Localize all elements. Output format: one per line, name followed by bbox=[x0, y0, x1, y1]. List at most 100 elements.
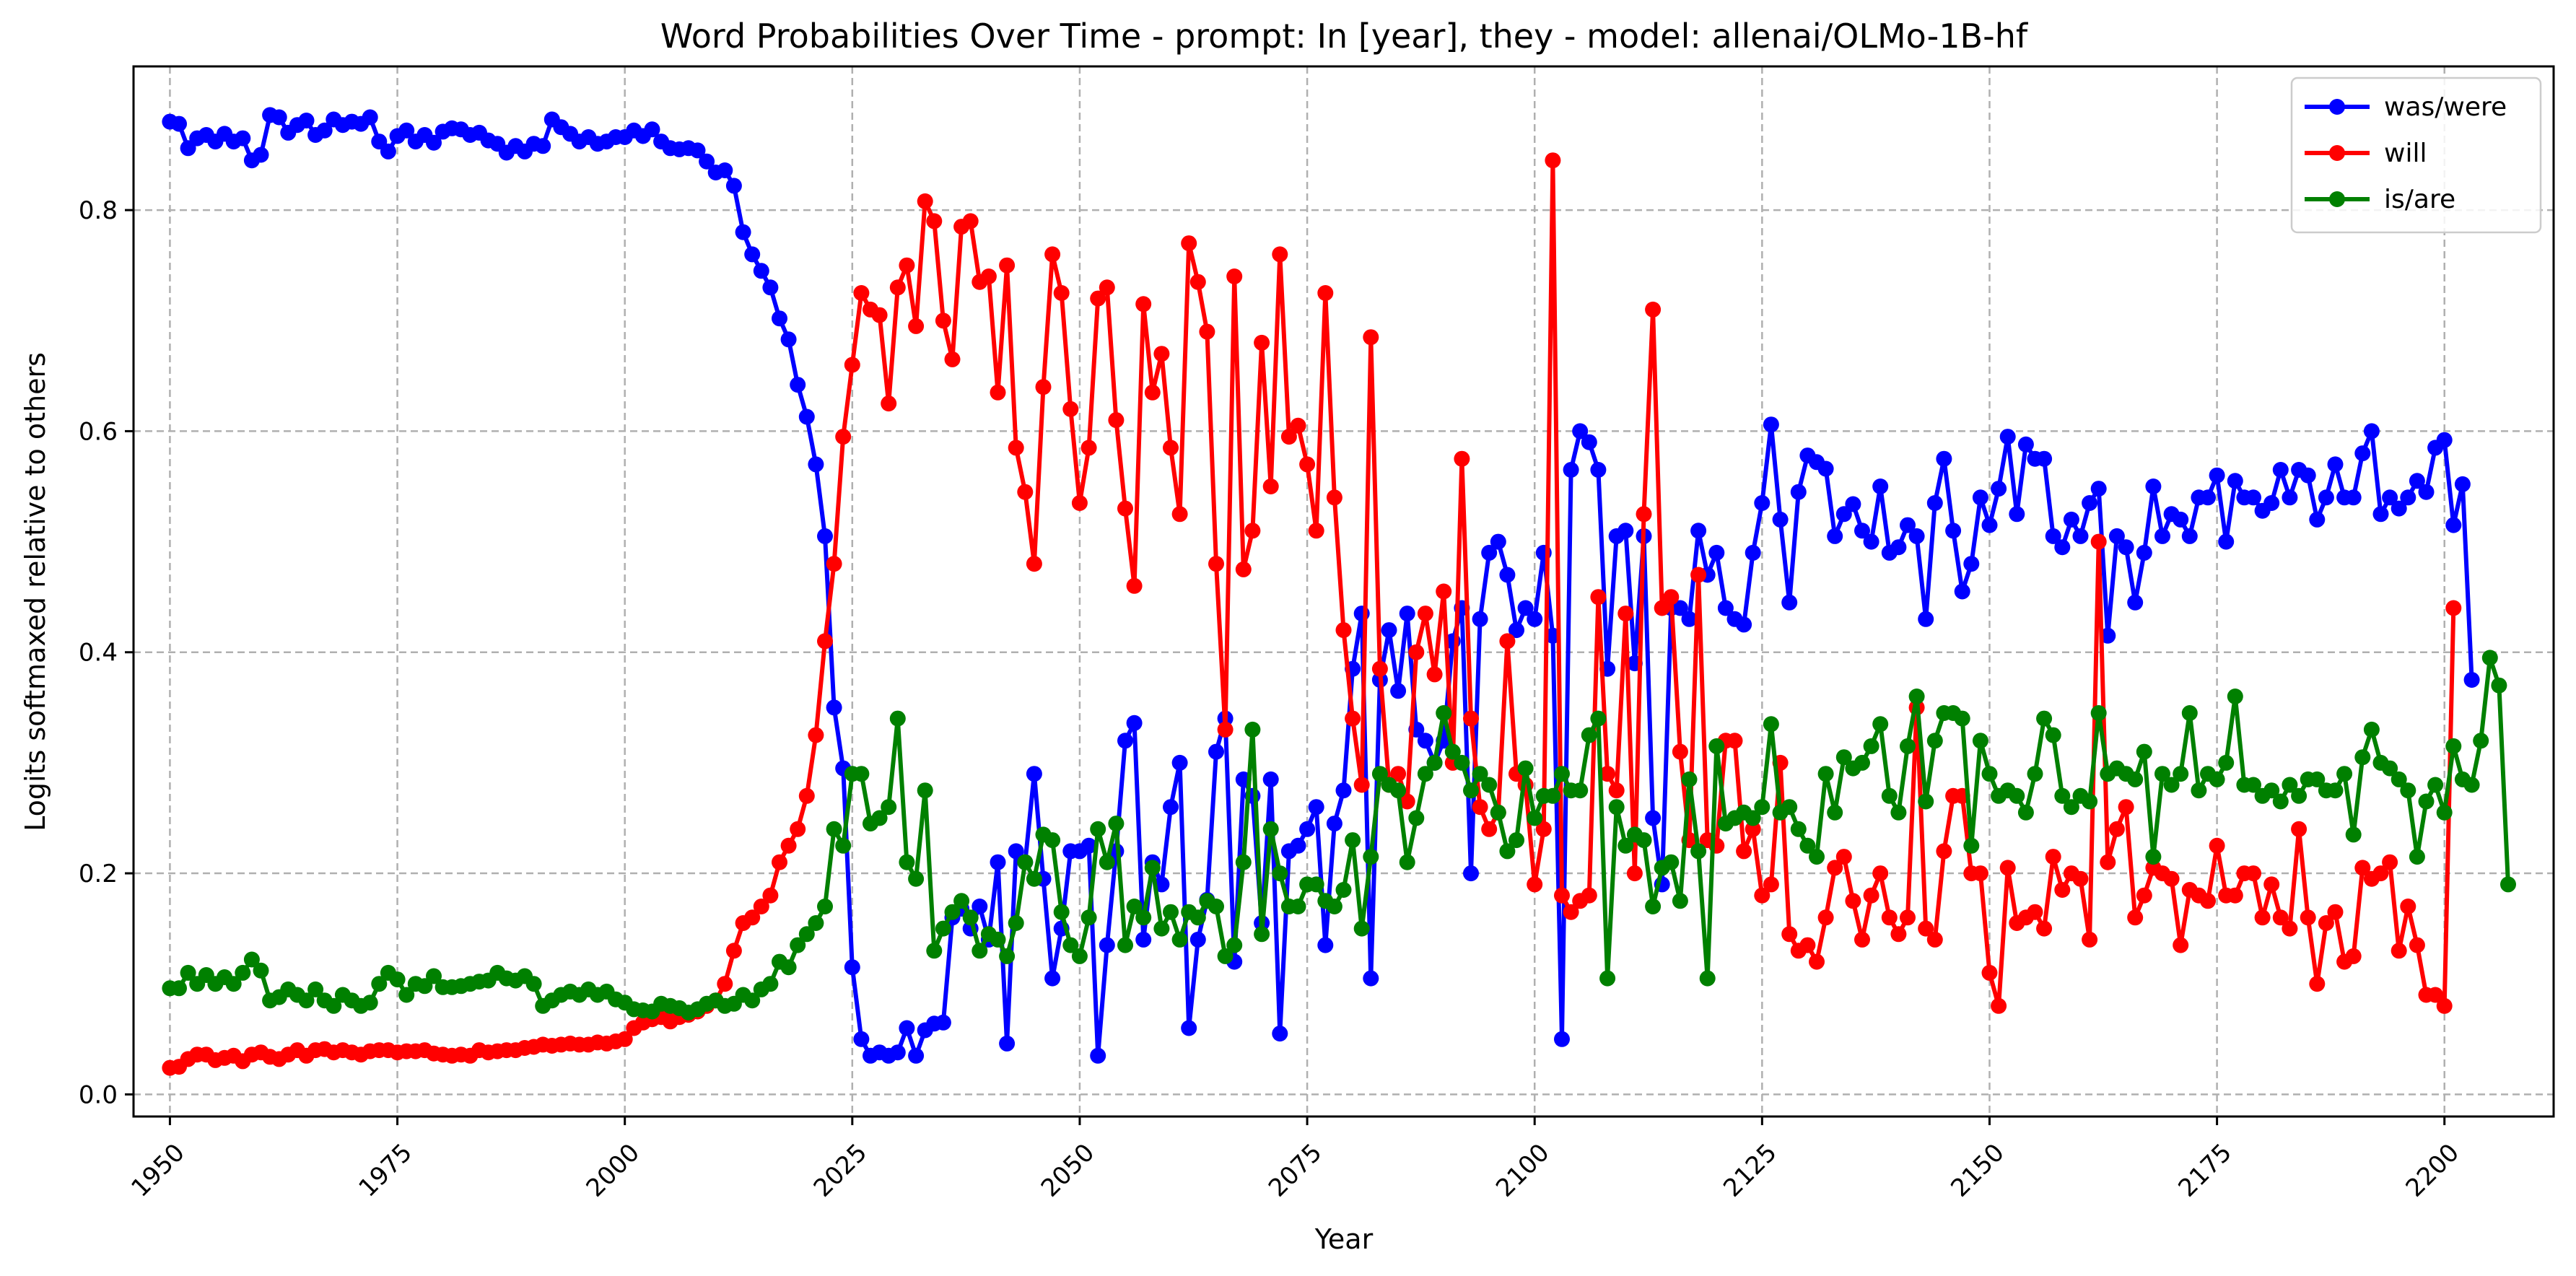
data-point bbox=[1863, 738, 1879, 754]
data-point bbox=[2118, 799, 2134, 816]
data-point bbox=[953, 893, 970, 909]
data-point bbox=[1581, 887, 1597, 904]
data-point bbox=[762, 279, 779, 296]
data-point bbox=[1108, 412, 1125, 429]
y-axis: 0.0 0.2 0.4 0.6 0.8 bbox=[79, 196, 134, 1109]
data-point bbox=[962, 909, 979, 926]
data-point bbox=[1781, 594, 1798, 611]
data-point bbox=[1399, 606, 1415, 622]
data-point bbox=[2181, 705, 2198, 721]
legend-label: was/were bbox=[2384, 92, 2507, 122]
data-point bbox=[2318, 915, 2334, 931]
data-point bbox=[1062, 937, 1079, 953]
data-point bbox=[2391, 500, 2407, 517]
data-point bbox=[1371, 766, 1388, 782]
data-point bbox=[2282, 777, 2298, 793]
data-point bbox=[2136, 743, 2152, 760]
data-point bbox=[826, 699, 842, 716]
data-point bbox=[1854, 754, 1870, 771]
data-point bbox=[2445, 738, 2462, 754]
data-point bbox=[844, 357, 860, 373]
data-point bbox=[271, 109, 287, 126]
data-point bbox=[1545, 152, 1561, 169]
series-line-is-are bbox=[170, 655, 2510, 1015]
data-point bbox=[999, 1035, 1016, 1052]
data-point bbox=[1335, 782, 1352, 799]
data-point bbox=[2200, 893, 2216, 909]
data-point bbox=[1226, 268, 1243, 284]
data-point bbox=[1208, 743, 1224, 760]
data-point bbox=[1717, 600, 1734, 616]
data-point bbox=[1835, 849, 1852, 865]
grid bbox=[134, 66, 2554, 1116]
legend-item-will: will bbox=[2305, 139, 2427, 168]
data-point bbox=[1554, 887, 1570, 904]
data-point bbox=[2454, 476, 2471, 492]
data-point bbox=[1509, 832, 1524, 849]
data-point bbox=[1554, 766, 1570, 782]
data-point bbox=[2491, 677, 2507, 694]
data-point bbox=[790, 937, 806, 953]
data-point bbox=[1217, 948, 1234, 964]
data-point bbox=[1781, 926, 1798, 943]
data-point bbox=[225, 976, 242, 992]
data-point bbox=[1499, 567, 1516, 583]
data-point bbox=[2345, 826, 2362, 843]
data-point bbox=[2082, 931, 2098, 948]
data-point bbox=[1918, 793, 1934, 810]
x-tick-label: 2175 bbox=[2173, 1138, 2237, 1202]
data-point bbox=[616, 1031, 633, 1047]
data-point bbox=[1053, 285, 1070, 301]
data-point bbox=[1981, 766, 1998, 782]
data-point bbox=[2063, 799, 2079, 816]
data-point bbox=[1481, 777, 1498, 793]
data-point bbox=[235, 964, 251, 981]
data-point bbox=[1590, 589, 1607, 606]
data-point bbox=[990, 384, 1006, 401]
data-point bbox=[1071, 495, 1088, 511]
data-point bbox=[1090, 290, 1106, 307]
data-point bbox=[307, 981, 324, 997]
data-point bbox=[2108, 821, 2125, 837]
data-point bbox=[1817, 766, 1834, 782]
data-point bbox=[243, 951, 260, 968]
data-point bbox=[2282, 920, 2298, 937]
data-point bbox=[917, 193, 933, 209]
data-point bbox=[1481, 821, 1498, 837]
data-point bbox=[2263, 876, 2280, 893]
data-point bbox=[844, 959, 860, 976]
data-point bbox=[1527, 810, 1543, 826]
data-point bbox=[1254, 334, 1270, 351]
data-point bbox=[2291, 787, 2308, 804]
data-point bbox=[1463, 865, 1479, 882]
data-point bbox=[1790, 484, 1807, 500]
data-point bbox=[1408, 644, 1425, 660]
data-point bbox=[2481, 650, 2498, 666]
data-point bbox=[1626, 865, 1643, 882]
data-point bbox=[1981, 964, 1998, 981]
data-point bbox=[917, 782, 933, 799]
data-point bbox=[853, 766, 870, 782]
data-point bbox=[780, 837, 797, 854]
data-point bbox=[1454, 754, 1470, 771]
data-point bbox=[1463, 782, 1479, 799]
data-point bbox=[1153, 920, 1170, 937]
data-point bbox=[1763, 416, 1779, 433]
data-point bbox=[2382, 760, 2398, 777]
data-point bbox=[1026, 870, 1042, 887]
data-point bbox=[1163, 904, 1179, 920]
data-point bbox=[1117, 500, 1133, 517]
data-point bbox=[1272, 865, 1288, 882]
data-point bbox=[1963, 556, 1980, 572]
data-point bbox=[1299, 456, 1316, 473]
data-point bbox=[1499, 633, 1516, 650]
data-point bbox=[2354, 749, 2371, 766]
data-point bbox=[1590, 710, 1607, 727]
data-point bbox=[2191, 782, 2207, 799]
data-point bbox=[2291, 821, 2308, 837]
data-point bbox=[1308, 523, 1324, 539]
data-point bbox=[1071, 948, 1088, 964]
data-point bbox=[2363, 423, 2380, 440]
data-point bbox=[1472, 799, 1488, 816]
data-point bbox=[744, 992, 761, 1009]
